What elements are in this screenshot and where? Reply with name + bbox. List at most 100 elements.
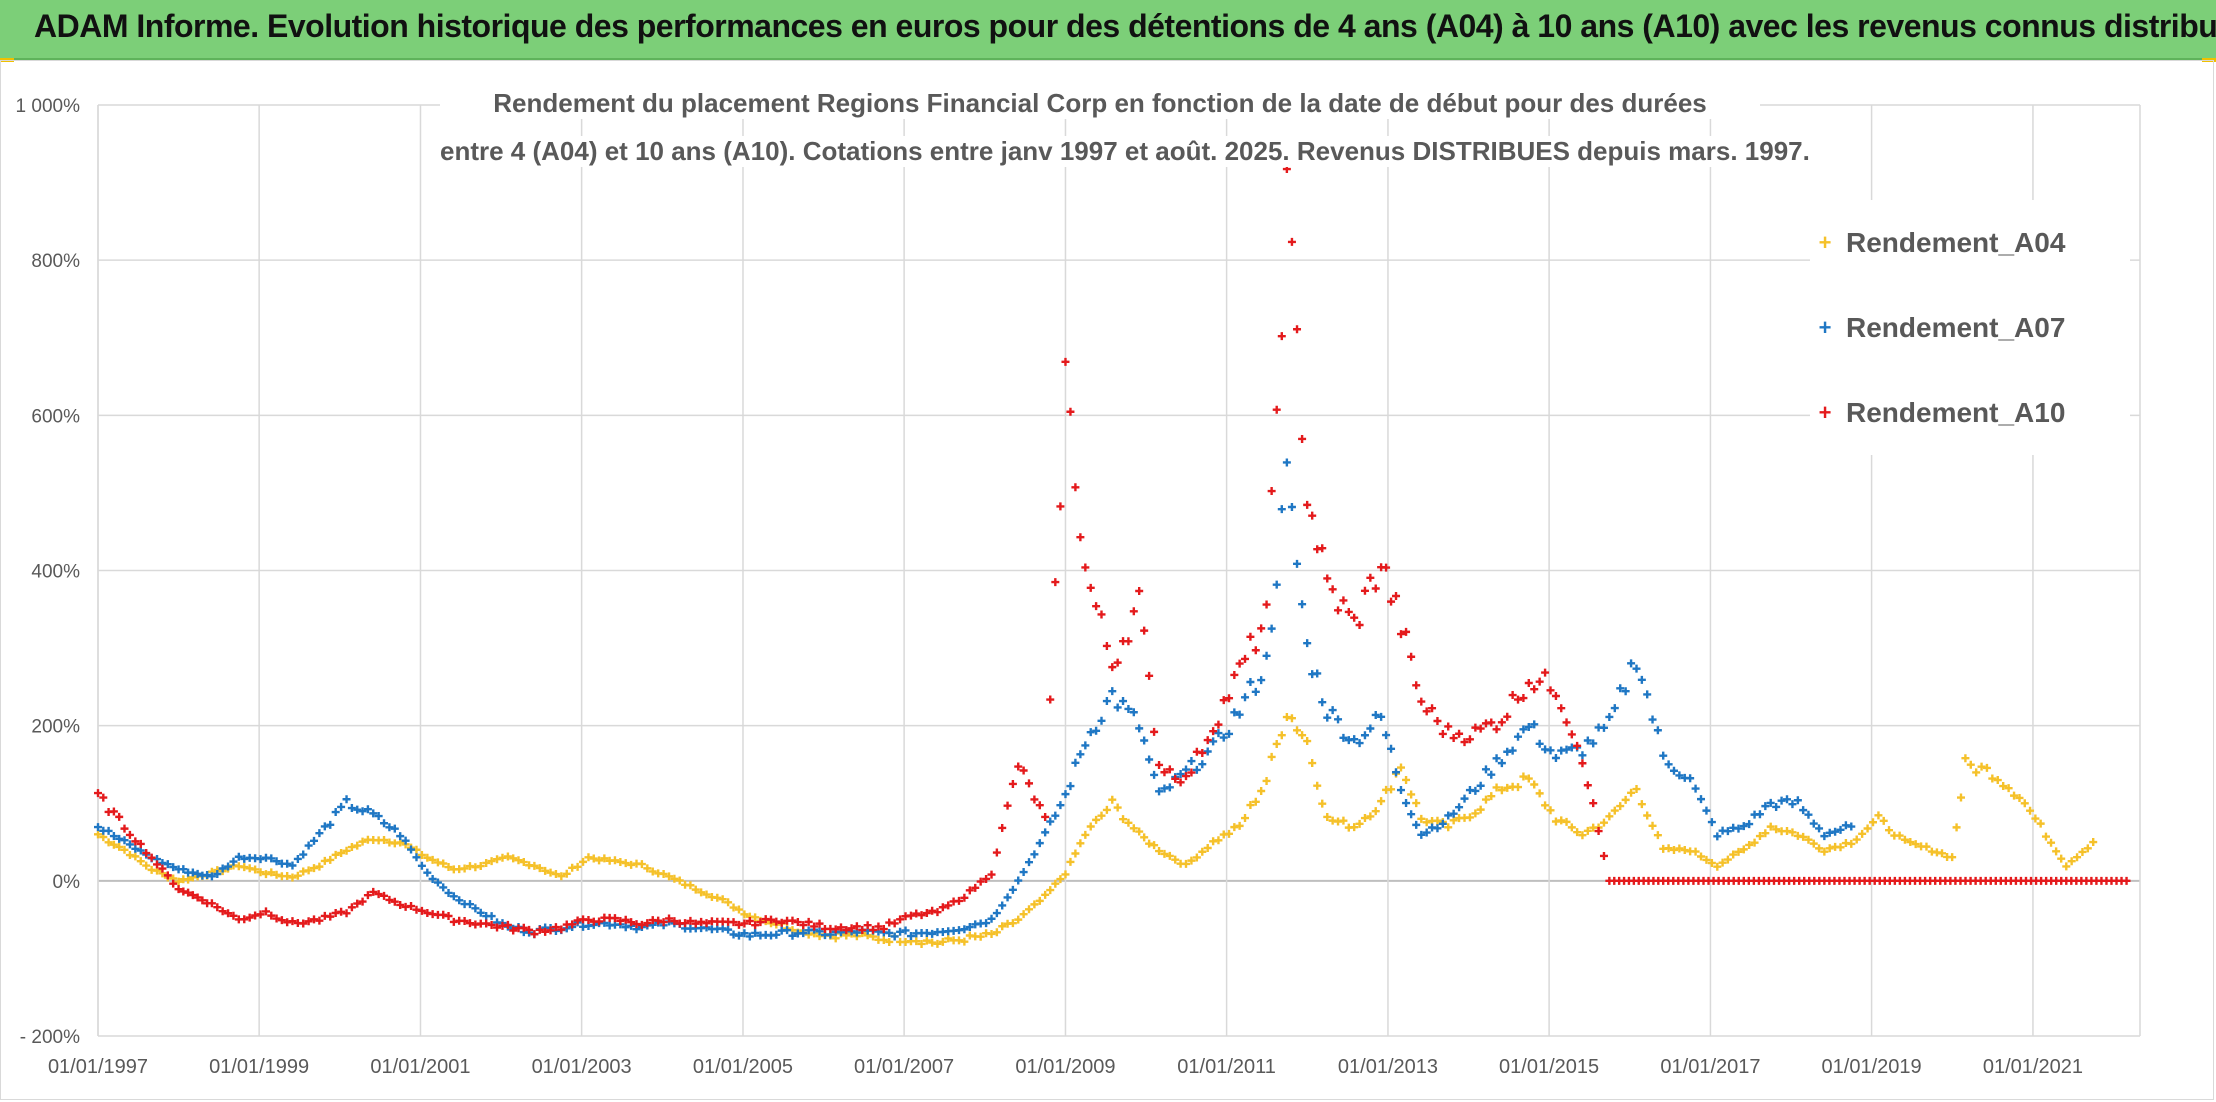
data-point [1999, 782, 2008, 791]
data-point [1815, 844, 1824, 853]
data-point [579, 857, 588, 866]
data-point [1809, 819, 1818, 828]
data-point [681, 919, 690, 928]
data-point [1371, 807, 1380, 816]
data-point [203, 870, 212, 879]
plus-marker-icon: + [1818, 399, 1832, 425]
data-point [1328, 585, 1337, 594]
data-point [1562, 817, 1571, 826]
data-point [1214, 720, 1223, 729]
data-point [869, 925, 878, 934]
data-point [670, 917, 679, 926]
data-point [163, 860, 172, 869]
data-point [954, 896, 963, 905]
data-point [1102, 697, 1111, 706]
data-point [562, 869, 571, 878]
data-point [1734, 847, 1743, 856]
data-point [1497, 759, 1506, 768]
data-point [1187, 757, 1196, 766]
data-point [777, 918, 786, 927]
data-point [293, 854, 302, 863]
data-point [1707, 859, 1716, 868]
data-point [1664, 844, 1673, 853]
data-point [1066, 857, 1075, 866]
data-point [240, 915, 249, 924]
data-point [326, 912, 335, 921]
data-point [1318, 799, 1327, 808]
data-point [1895, 831, 1904, 840]
data-point [2057, 854, 2066, 863]
data-point [1081, 741, 1090, 750]
data-point [1092, 726, 1101, 735]
data-point [1621, 687, 1630, 696]
data-point [1460, 794, 1469, 803]
data-point [207, 899, 216, 908]
data-point [476, 908, 485, 917]
chart-legend: + Rendement_A04 + Rendement_A07 + Rendem… [1810, 200, 2130, 455]
data-point [1225, 729, 1234, 738]
data-point [218, 907, 227, 916]
data-point [1836, 843, 1845, 852]
data-point [1145, 671, 1154, 680]
data-point [1382, 563, 1391, 572]
data-point [131, 844, 140, 853]
data-point [1874, 811, 1883, 820]
data-point [288, 917, 297, 926]
data-point [724, 925, 733, 934]
data-point [331, 909, 340, 918]
data-point [1160, 849, 1169, 858]
data-point [799, 929, 808, 938]
data-point [482, 858, 491, 867]
data-point [1129, 824, 1138, 833]
data-point [153, 860, 162, 869]
x-tick-label: 01/01/2005 [693, 1056, 793, 1078]
data-point [1030, 850, 1039, 859]
data-point [1225, 694, 1234, 703]
plus-marker-icon: + [1818, 314, 1832, 340]
x-tick-label: 01/01/2007 [854, 1056, 954, 1078]
data-point [1272, 739, 1281, 748]
data-point [1551, 692, 1560, 701]
data-point [142, 861, 151, 870]
data-point [476, 862, 485, 871]
data-point [2031, 814, 2040, 823]
data-point [288, 873, 297, 882]
data-point [179, 865, 188, 874]
data-point [1519, 772, 1528, 781]
data-point [1262, 651, 1271, 660]
data-point [1739, 845, 1748, 854]
data-point [1129, 607, 1138, 616]
data-point [1610, 806, 1619, 815]
data-point [1422, 707, 1431, 716]
data-point [115, 834, 124, 843]
data-point [460, 916, 469, 925]
data-point [315, 829, 324, 838]
data-point [546, 868, 555, 877]
data-point [627, 918, 636, 927]
plus-marker-icon: + [1818, 229, 1832, 255]
data-point [1298, 731, 1307, 740]
data-point [568, 920, 577, 929]
data-point [847, 924, 856, 933]
data-point [1804, 810, 1813, 819]
data-point [1739, 822, 1748, 831]
data-point [836, 923, 845, 932]
data-point [734, 920, 743, 929]
data-point [987, 914, 996, 923]
data-point [1836, 825, 1845, 834]
data-point [643, 919, 652, 928]
data-point [1428, 704, 1437, 713]
data-point [444, 863, 453, 872]
data-point [213, 903, 222, 912]
data-point [1497, 786, 1506, 795]
data-point [390, 824, 399, 833]
legend-item-a10: + Rendement_A10 [1810, 370, 2130, 455]
data-point [1235, 821, 1244, 830]
data-point [1155, 787, 1164, 796]
data-point [1293, 726, 1302, 735]
y-tick-label: 600% [31, 406, 80, 427]
data-point [1366, 724, 1375, 733]
data-point [1449, 809, 1458, 818]
data-point [487, 912, 496, 921]
data-point [541, 927, 550, 936]
